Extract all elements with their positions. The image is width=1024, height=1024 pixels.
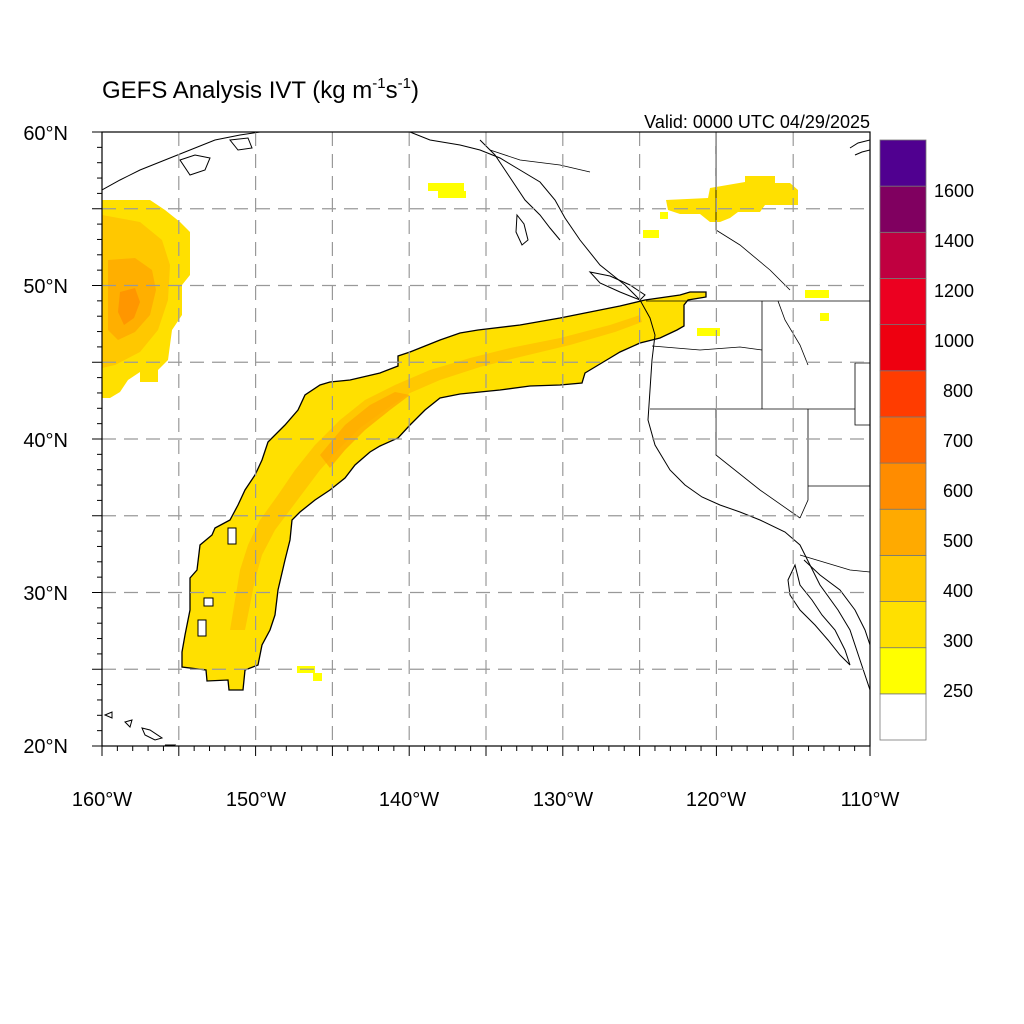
alaska-coast (102, 132, 261, 191)
colorbar-swatch (879, 185, 927, 233)
baja-california (787, 563, 851, 666)
latitude-labels: 20°N 30°N 40°N 50°N 60°N (23, 123, 68, 758)
lat-label: 20°N (23, 736, 68, 758)
colorbar-swatch (879, 601, 927, 649)
patch-f (820, 313, 829, 321)
montana-idaho-border (777, 300, 809, 366)
colorbar-swatch (879, 508, 927, 556)
colorbar-label: 500 (943, 531, 973, 551)
colorbar-label: 400 (943, 581, 973, 601)
western-band-600 (118, 288, 140, 325)
hole-a (227, 527, 237, 545)
title-close: ) (411, 77, 419, 104)
hawaii-islands (103, 711, 177, 746)
lat-label: 40°N (23, 430, 68, 452)
colorbar-label: 1400 (934, 231, 974, 251)
colorbar-label: 1000 (934, 331, 974, 351)
lat-label: 50°N (23, 276, 68, 298)
vancouver-island (588, 271, 646, 301)
alaska-yukon-border (489, 149, 591, 173)
colorbar-swatch (879, 416, 927, 464)
hole-c (197, 619, 207, 637)
lon-label: 140°W (379, 789, 439, 811)
washington-oregon-border (651, 345, 763, 351)
lon-label: 130°W (533, 789, 593, 811)
title-sup2: -1 (398, 75, 411, 92)
patch-b (438, 191, 466, 198)
colorbar-label: 700 (943, 431, 973, 451)
gridlines (102, 132, 870, 746)
lon-label: 110°W (841, 789, 900, 811)
coastlines (102, 132, 870, 746)
colorbar-swatch (879, 139, 927, 187)
axis-ticks (92, 131, 871, 756)
colorbar-swatch (879, 370, 927, 418)
hole-b (203, 597, 214, 607)
us-mexico-border (799, 554, 870, 573)
colorbar-swatch (879, 278, 927, 326)
haida-gwaii (515, 213, 529, 246)
patch-d (643, 230, 659, 238)
lon-label: 120°W (686, 789, 746, 811)
colorbar-label: 250 (943, 681, 973, 701)
colorbar-swatch (879, 554, 927, 602)
colorbar-swatch (879, 324, 927, 372)
ar-core-400 (230, 315, 642, 630)
northeast-coast (849, 139, 870, 156)
title-sup1: -1 (372, 75, 385, 92)
lon-label: 160°W (72, 789, 132, 811)
political-borders (489, 132, 870, 573)
west-coast-north-america (409, 132, 870, 691)
colorbar-swatch (879, 647, 927, 695)
colorbar-swatch (879, 462, 927, 510)
lat-label: 30°N (23, 583, 68, 605)
northern-patch (666, 176, 798, 222)
colorbar-label: 800 (943, 381, 973, 401)
gulf-coast-mexico (803, 559, 870, 646)
patch-g (697, 328, 720, 336)
atmospheric-river (181, 291, 707, 691)
chart-title: GEFS Analysis IVT (kg m-1s-1) (102, 75, 419, 104)
patch-i (313, 673, 322, 681)
wyoming-border (854, 362, 870, 426)
colorbar-label: 1200 (934, 281, 974, 301)
ivt-shading (102, 176, 829, 691)
patch-e (805, 290, 829, 298)
alaska-islands (179, 137, 253, 176)
lon-label: 150°W (226, 789, 286, 811)
longitude-labels: 160°W 150°W 140°W 130°W 120°W 110°W (72, 789, 900, 811)
lat-label: 60°N (23, 123, 68, 145)
patch-c (660, 212, 668, 219)
colorbar (879, 139, 927, 741)
title-mid: s (386, 77, 398, 104)
bc-alberta-border (715, 132, 791, 291)
colorbar-label: 600 (943, 481, 973, 501)
patch-a (428, 183, 464, 191)
colorbar-label: 300 (943, 631, 973, 651)
southeast-alaska (479, 139, 561, 241)
valid-time: Valid: 0000 UTC 04/29/2025 (644, 112, 870, 132)
colorbar-label: 1600 (934, 181, 974, 201)
colorbar-swatch (879, 231, 927, 279)
ar-core-500 (320, 392, 410, 468)
nevada-california-border (715, 409, 801, 519)
title-main: GEFS Analysis IVT (kg m (102, 77, 372, 104)
colorbar-swatch (879, 693, 927, 741)
colorbar-labels: 250 300 400 500 600 700 800 1000 1200 14… (934, 181, 974, 701)
map-area (102, 132, 870, 746)
